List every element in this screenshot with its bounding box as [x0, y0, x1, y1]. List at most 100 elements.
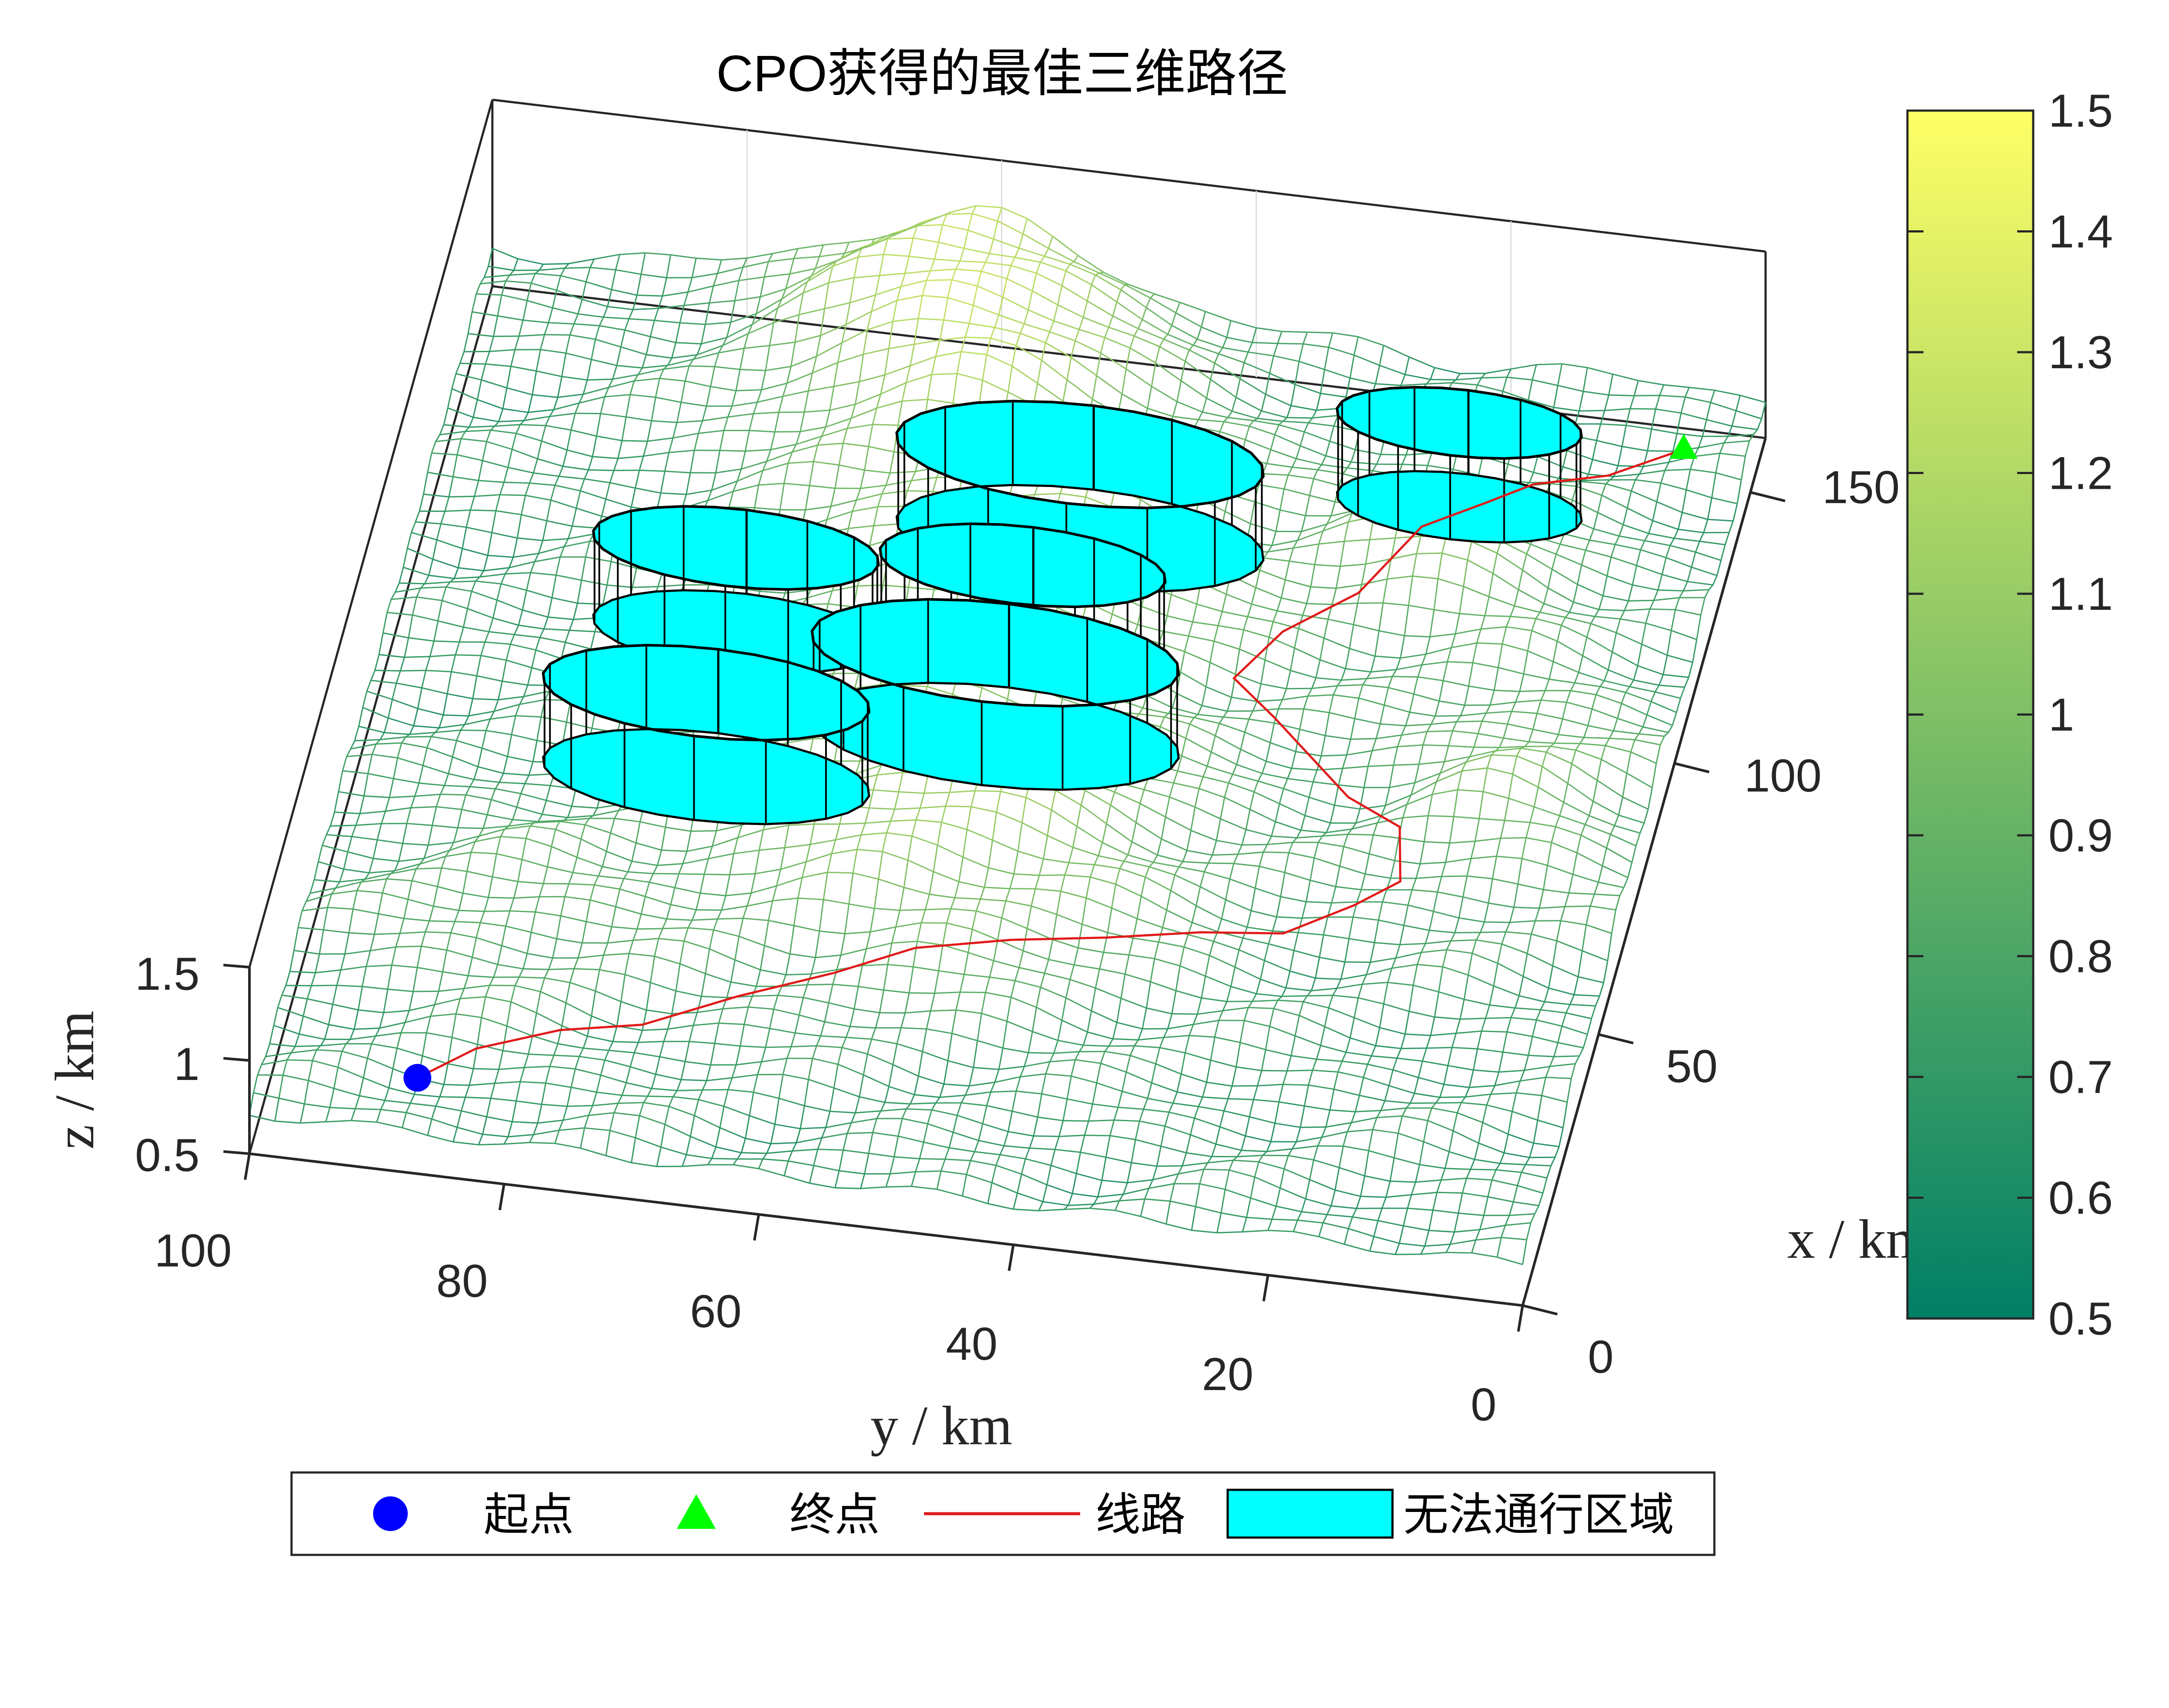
mesh-line [515, 715, 541, 718]
mesh-line [1753, 429, 1758, 435]
mesh-line [1322, 1214, 1328, 1224]
mesh-line [1199, 1169, 1205, 1184]
mesh-line [413, 967, 418, 992]
mesh-line [1094, 1200, 1120, 1205]
mesh-line [409, 1004, 435, 1011]
mesh-line [849, 278, 855, 303]
mesh-line [1355, 808, 1361, 824]
mesh-line [708, 846, 713, 859]
mesh-line [1397, 1057, 1423, 1062]
mesh-line [1541, 1077, 1546, 1096]
mesh-line [469, 417, 474, 428]
mesh-line [1592, 708, 1618, 719]
mesh-line [1474, 818, 1480, 841]
mesh-line [386, 873, 391, 880]
mesh-line [1565, 1004, 1571, 1014]
mesh-line [586, 1016, 592, 1037]
mesh-line [867, 1039, 872, 1054]
mesh-line [805, 485, 810, 510]
mesh-line [651, 1074, 656, 1089]
mesh-line [444, 497, 450, 512]
mesh-line [955, 261, 961, 270]
mesh-line [531, 932, 557, 940]
mesh-line [497, 294, 502, 316]
mesh-line [353, 1010, 359, 1030]
mesh-line [689, 450, 695, 473]
mesh-line [1309, 1159, 1314, 1180]
mesh-line [1160, 1047, 1186, 1054]
mesh-line [351, 836, 377, 841]
mesh-line [1080, 1135, 1085, 1153]
mesh-line [963, 952, 969, 975]
mesh-line [1433, 1209, 1459, 1214]
mesh-line [505, 825, 531, 830]
mesh-line [544, 969, 550, 978]
mesh-line [1392, 964, 1418, 969]
mesh-line [1237, 1155, 1263, 1158]
mesh-line [1478, 733, 1504, 739]
mesh-line [787, 452, 793, 464]
mesh-line [1374, 942, 1400, 946]
mesh-line [431, 1106, 437, 1119]
mesh-line [409, 725, 415, 735]
mesh-line [798, 293, 804, 315]
mesh-line [1172, 693, 1177, 708]
mesh-line [1196, 998, 1202, 1014]
mesh-line [548, 958, 554, 970]
mesh-line [315, 954, 320, 973]
mesh-line [718, 345, 724, 353]
mesh-line [1159, 339, 1164, 347]
mesh-line [359, 1095, 385, 1101]
mesh-line [567, 526, 573, 539]
mesh-line [1202, 1096, 1228, 1099]
mesh-line [1541, 699, 1567, 703]
mesh-line [452, 1037, 478, 1045]
mesh-line [1082, 923, 1108, 933]
mesh-line [1301, 1198, 1307, 1212]
mesh-line [1069, 261, 1075, 265]
mesh-line [1115, 1210, 1141, 1217]
mesh-line [694, 433, 699, 451]
mesh-line [1195, 1206, 1222, 1214]
mesh-line [1395, 1243, 1400, 1255]
mesh-line [595, 325, 600, 340]
mesh-line [688, 359, 694, 366]
mesh-line [1552, 965, 1579, 978]
mesh-line [1101, 1157, 1107, 1181]
mesh-line [1383, 1003, 1409, 1012]
mesh-line [1142, 695, 1148, 709]
mesh-line [600, 396, 606, 414]
mesh-line [1613, 730, 1639, 735]
mesh-line [1586, 906, 1591, 925]
mesh-line [1357, 584, 1363, 604]
mesh-line [354, 1027, 380, 1030]
mesh-line [1324, 347, 1330, 370]
mesh-line [717, 910, 722, 919]
mesh-line [531, 650, 537, 668]
mesh-line [485, 985, 491, 997]
mesh-line [1598, 596, 1604, 610]
mesh-line [488, 248, 493, 267]
mesh-line [798, 997, 804, 1015]
mesh-line [1343, 1228, 1349, 1245]
mesh-line [907, 836, 913, 861]
mesh-line [1090, 876, 1116, 885]
mesh-line [1323, 917, 1328, 935]
mesh-line [636, 842, 662, 851]
mesh-line [624, 953, 630, 975]
mesh-line [418, 765, 424, 783]
mesh-line [793, 248, 799, 259]
mesh-line [783, 463, 789, 484]
mesh-line [1537, 766, 1543, 788]
mesh-line [308, 1060, 313, 1081]
mesh-line [1416, 536, 1422, 554]
mesh-line [1376, 1110, 1382, 1118]
mesh-line [1574, 411, 1580, 424]
mesh-line [672, 422, 678, 438]
mesh-line [1569, 602, 1574, 613]
mesh-line [1160, 1145, 1187, 1154]
mesh-line [1247, 926, 1273, 932]
mesh-line [1155, 346, 1160, 363]
mesh-line [1326, 1205, 1332, 1215]
mesh-line [1205, 662, 1211, 687]
